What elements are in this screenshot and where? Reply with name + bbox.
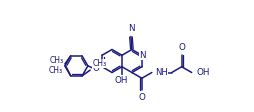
Text: N: N: [139, 51, 146, 60]
Text: N: N: [128, 24, 134, 33]
Text: CH₃: CH₃: [49, 66, 63, 75]
Text: NH: NH: [155, 68, 168, 76]
Text: O: O: [93, 64, 100, 73]
Text: O: O: [178, 43, 185, 52]
Text: OH: OH: [197, 68, 210, 77]
Text: OH: OH: [114, 76, 128, 85]
Text: CH₃: CH₃: [50, 56, 64, 65]
Text: CH₃: CH₃: [92, 59, 106, 68]
Text: O: O: [138, 93, 145, 102]
